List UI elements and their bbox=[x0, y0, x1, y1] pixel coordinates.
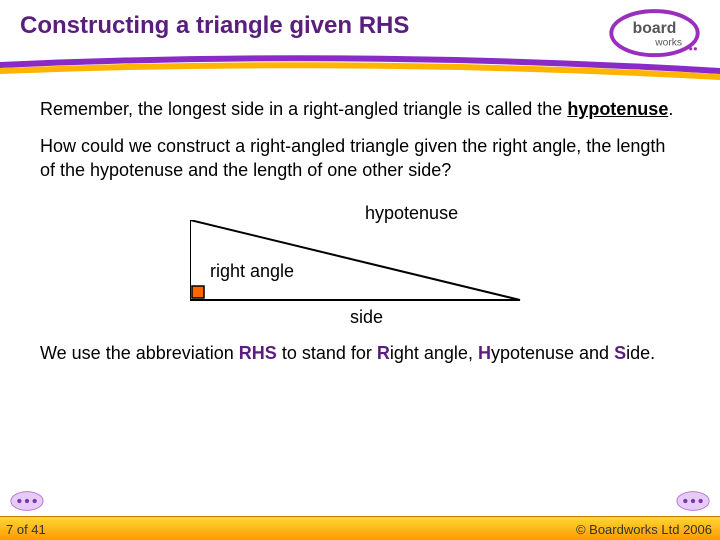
page-title: Constructing a triangle given RHS bbox=[20, 12, 700, 40]
header-region: Constructing a triangle given RHS board … bbox=[0, 0, 720, 80]
page-indicator: 7 of 41 bbox=[6, 522, 46, 537]
nav-next-button[interactable] bbox=[676, 490, 710, 512]
rhs-r-letter: R bbox=[377, 343, 390, 363]
copyright-text: © Boardworks Ltd 2006 bbox=[576, 522, 712, 537]
rhs-s-letter: S bbox=[614, 343, 626, 363]
right-angle-marker bbox=[192, 286, 204, 298]
footer-bar: 7 of 41 © Boardworks Ltd 2006 bbox=[0, 516, 720, 540]
para1-post: . bbox=[668, 99, 673, 119]
diagram-container: hypotenuse right angle side bbox=[40, 192, 680, 332]
logo-text-sub: works bbox=[654, 38, 682, 49]
para3-pre: We use the abbreviation bbox=[40, 343, 239, 363]
paragraph-1: Remember, the longest side in a right-an… bbox=[40, 98, 680, 121]
nav-prev-button[interactable] bbox=[10, 490, 44, 512]
logo-text-main: board bbox=[633, 20, 677, 37]
para3-h-rest: ypotenuse and bbox=[491, 343, 614, 363]
boardworks-logo: board works bbox=[607, 8, 702, 63]
para3-s-rest: ide. bbox=[626, 343, 655, 363]
paragraph-2: How could we construct a right-angled tr… bbox=[40, 135, 680, 182]
hypotenuse-keyword: hypotenuse bbox=[567, 99, 668, 119]
triangle-diagram: hypotenuse right angle side bbox=[190, 192, 530, 332]
para3-mid1: to stand for bbox=[277, 343, 377, 363]
content-region: Remember, the longest side in a right-an… bbox=[0, 80, 720, 366]
label-side: side bbox=[350, 306, 383, 329]
rhs-abbrev: RHS bbox=[239, 343, 277, 363]
rhs-h-letter: H bbox=[478, 343, 491, 363]
para1-pre: Remember, the longest side in a right-an… bbox=[40, 99, 567, 119]
para3-r-rest: ight angle, bbox=[390, 343, 478, 363]
label-right-angle: right angle bbox=[210, 260, 294, 283]
paragraph-3: We use the abbreviation RHS to stand for… bbox=[40, 342, 680, 365]
